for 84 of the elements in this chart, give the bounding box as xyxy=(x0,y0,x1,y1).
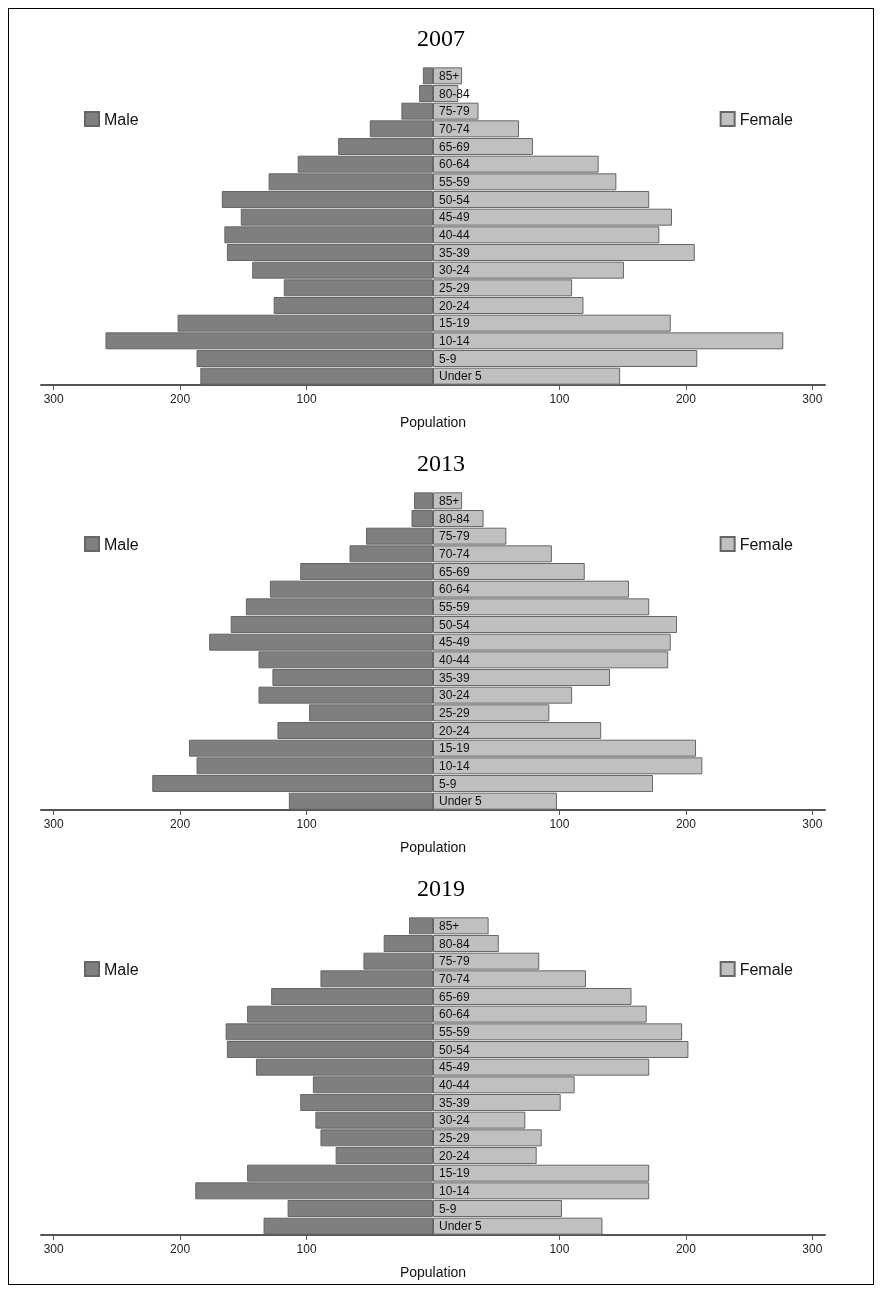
x-axis-title: Population xyxy=(399,414,467,430)
x-tick-label: 300 xyxy=(43,817,64,831)
x-tick-label: 300 xyxy=(802,1242,823,1256)
legend-label: Male xyxy=(104,110,139,128)
x-tick-label: 300 xyxy=(43,392,64,406)
x-tick-label: 100 xyxy=(549,1242,570,1256)
y-tick-label: 75-79 xyxy=(439,104,471,119)
chart-title: 2013 xyxy=(417,450,465,476)
x-tick-label: 100 xyxy=(549,817,570,831)
y-tick-label: 40-44 xyxy=(439,652,471,667)
y-tick-label: 50-54 xyxy=(439,617,471,632)
y-tick-label: 70-74 xyxy=(439,546,471,561)
y-tick-label: 30-24 xyxy=(439,1113,471,1128)
y-tick-label: 65-69 xyxy=(439,989,471,1004)
y-tick-label: 60-64 xyxy=(439,582,471,597)
y-tick-label: 20-24 xyxy=(439,723,471,738)
x-tick-label: 200 xyxy=(170,392,191,406)
y-tick-label: 10-14 xyxy=(439,1183,471,1198)
y-tick-label: 15-19 xyxy=(439,316,471,331)
y-tick-label: 65-69 xyxy=(439,139,471,154)
x-axis-title: Population xyxy=(399,839,467,855)
y-tick-label: 45-49 xyxy=(439,1060,471,1075)
y-tick-label: 35-39 xyxy=(439,1095,471,1110)
x-tick-label: 300 xyxy=(802,817,823,831)
y-tick-label: 80-84 xyxy=(439,936,471,951)
x-tick-label: 100 xyxy=(296,817,317,831)
y-tick-label: 55-59 xyxy=(439,599,471,614)
y-tick-label: 15-19 xyxy=(439,1166,471,1181)
x-tick-label: 200 xyxy=(675,817,697,831)
x-axis-title: Population xyxy=(399,1264,467,1280)
y-tick-label: 35-39 xyxy=(439,670,471,685)
legend-label: Female xyxy=(739,110,794,128)
y-tick-label: 45-49 xyxy=(439,210,471,225)
y-tick-label: 70-74 xyxy=(439,121,471,136)
y-tick-label: 65-69 xyxy=(439,564,471,579)
y-tick-label: 60-64 xyxy=(439,1007,471,1022)
y-tick-label: 10-14 xyxy=(439,333,471,348)
y-tick-label: 50-54 xyxy=(439,1042,471,1057)
y-tick-label: 25-29 xyxy=(439,705,471,720)
y-tick-label: 5-9 xyxy=(439,351,457,366)
y-tick-label: 30-24 xyxy=(439,263,471,278)
x-tick-label: 100 xyxy=(549,392,570,406)
x-tick-label: 100 xyxy=(296,392,317,406)
y-tick-label: 75-79 xyxy=(439,529,471,544)
y-tick-label: Under 5 xyxy=(439,794,483,809)
y-tick-label: 55-59 xyxy=(439,174,471,189)
y-tick-label: 25-29 xyxy=(439,280,471,295)
legend-label: Male xyxy=(104,535,139,553)
x-tick-label: 200 xyxy=(170,817,191,831)
y-tick-label: 40-44 xyxy=(439,1077,471,1092)
y-tick-label: 80-84 xyxy=(439,86,471,101)
y-tick-label: 25-29 xyxy=(439,1130,471,1145)
y-tick-label: 15-19 xyxy=(439,741,471,756)
y-tick-label: 35-39 xyxy=(439,245,471,260)
y-tick-label: 55-59 xyxy=(439,1024,471,1039)
y-tick-label: 20-24 xyxy=(439,298,471,313)
y-tick-label: 85+ xyxy=(439,918,460,933)
y-tick-label: 10-14 xyxy=(439,758,471,773)
y-tick-label: 50-54 xyxy=(439,192,471,207)
y-tick-label: 5-9 xyxy=(439,776,457,791)
y-tick-label: Under 5 xyxy=(439,1219,483,1234)
legend-label: Female xyxy=(739,960,794,978)
x-tick-label: 300 xyxy=(802,392,823,406)
y-tick-label: 40-44 xyxy=(439,227,471,242)
x-tick-label: 100 xyxy=(296,1242,317,1256)
y-tick-label: Under 5 xyxy=(439,369,483,384)
y-tick-label: 30-24 xyxy=(439,688,471,703)
x-tick-label: 300 xyxy=(43,1242,64,1256)
y-tick-label: 20-24 xyxy=(439,1148,471,1163)
x-tick-label: 200 xyxy=(675,1242,697,1256)
legend-label: Male xyxy=(104,960,139,978)
y-tick-label: 80-84 xyxy=(439,511,471,526)
y-tick-label: 85+ xyxy=(439,68,460,83)
x-tick-label: 200 xyxy=(170,1242,191,1256)
legend-label: Female xyxy=(739,535,794,553)
x-tick-label: 200 xyxy=(675,392,697,406)
y-tick-label: 5-9 xyxy=(439,1201,457,1216)
y-tick-label: 45-49 xyxy=(439,635,471,650)
y-tick-label: 60-64 xyxy=(439,157,471,172)
chart-title: 2007 xyxy=(417,25,465,51)
y-tick-label: 75-79 xyxy=(439,954,471,969)
y-tick-label: 70-74 xyxy=(439,971,471,986)
y-tick-label: 85+ xyxy=(439,493,460,508)
chart-title: 2019 xyxy=(417,875,465,901)
